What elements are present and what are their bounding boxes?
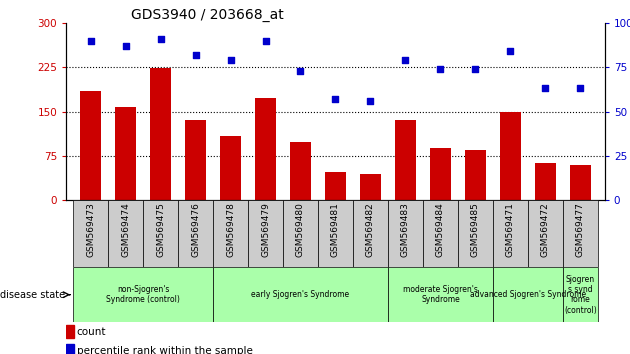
Bar [255,98,276,200]
Bar [388,267,493,322]
Point [331,96,341,102]
Bar [465,150,486,200]
Bar [80,91,101,200]
Bar [220,136,241,200]
Bar [178,200,213,267]
Bar [493,267,563,322]
Bar [353,200,388,267]
Text: GSM569473: GSM569473 [86,202,95,257]
Text: GSM569476: GSM569476 [191,202,200,257]
Point [120,43,130,49]
Text: GSM569475: GSM569475 [156,202,165,257]
Text: GSM569482: GSM569482 [366,202,375,257]
Text: GSM569471: GSM569471 [506,202,515,257]
Bar [66,344,74,354]
Text: GSM569478: GSM569478 [226,202,235,257]
Bar [528,200,563,267]
Text: GSM569483: GSM569483 [401,202,410,257]
Bar [73,267,213,322]
Text: non-Sjogren's
Syndrome (control): non-Sjogren's Syndrome (control) [106,285,180,304]
Bar [570,165,591,200]
Point [156,36,166,42]
Point [541,86,551,91]
Point [260,38,270,44]
Point [435,66,445,72]
Bar [325,172,346,200]
Bar [213,200,248,267]
Bar [493,200,528,267]
Bar [458,200,493,267]
Bar [430,148,451,200]
Bar [283,200,318,267]
Text: early Sjogren's Syndrome: early Sjogren's Syndrome [251,290,350,299]
Bar [535,163,556,200]
Text: GSM569474: GSM569474 [121,202,130,257]
Point [190,52,200,58]
Text: GSM569484: GSM569484 [436,202,445,257]
Text: GSM569472: GSM569472 [541,202,550,257]
Bar [290,142,311,200]
Point [471,66,481,72]
Bar [73,200,108,267]
Point [401,57,411,63]
Point [226,57,236,63]
Bar [388,200,423,267]
Bar [66,325,74,338]
Bar [395,120,416,200]
Bar [108,200,143,267]
Bar [150,68,171,200]
Bar [423,200,458,267]
Text: Sjogren
s synd
rome
(control): Sjogren s synd rome (control) [564,275,597,315]
Bar [500,112,521,200]
Point [86,38,96,44]
Text: moderate Sjogren's
Syndrome: moderate Sjogren's Syndrome [403,285,478,304]
Text: GSM569481: GSM569481 [331,202,340,257]
Point [575,86,585,91]
Point [365,98,375,104]
Text: advanced Sjogren's Syndrome: advanced Sjogren's Syndrome [470,290,586,299]
Text: GSM569479: GSM569479 [261,202,270,257]
Text: disease state: disease state [0,290,65,300]
Bar [248,200,283,267]
Text: count: count [76,327,106,337]
Bar [115,107,136,200]
Bar [318,200,353,267]
Bar [563,267,598,322]
Bar [143,200,178,267]
Text: GSM569485: GSM569485 [471,202,480,257]
Text: GSM569477: GSM569477 [576,202,585,257]
Bar [360,174,381,200]
Text: percentile rank within the sample: percentile rank within the sample [76,346,253,354]
Point [505,48,515,54]
Text: GDS3940 / 203668_at: GDS3940 / 203668_at [131,8,284,22]
Bar [185,120,206,200]
Text: GSM569480: GSM569480 [296,202,305,257]
Bar [563,200,598,267]
Point [295,68,306,74]
Bar [213,267,388,322]
